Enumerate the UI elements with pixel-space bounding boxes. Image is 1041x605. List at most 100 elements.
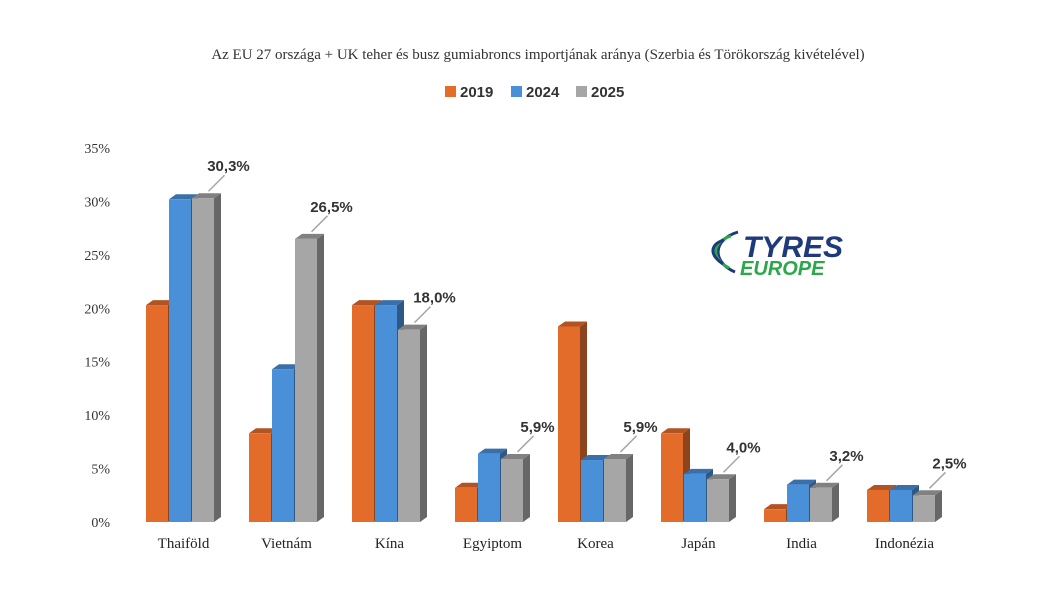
bar	[295, 233, 324, 523]
data-label: 30,3%	[207, 158, 250, 175]
legend: 2019 2024 2025	[445, 84, 624, 101]
logo-text-europe: EUROPE	[740, 258, 825, 280]
bar	[810, 482, 839, 522]
legend-label: 2024	[526, 84, 560, 101]
bar-top	[913, 490, 942, 496]
data-label-leader	[413, 306, 432, 324]
data-labels: 30,3% 26,5% 18,0% 5,9% 5,9% 4,0% 3,2% 2,5%	[207, 158, 967, 489]
bar-front	[558, 326, 580, 522]
bar-front	[913, 495, 935, 522]
bar-front	[661, 433, 683, 522]
bar-front	[604, 458, 626, 522]
bar-front	[764, 509, 786, 522]
bar	[604, 453, 633, 522]
bar	[398, 324, 427, 522]
bar	[501, 453, 530, 522]
bar-front	[478, 453, 500, 522]
bar-top	[272, 364, 301, 370]
data-label-leader	[207, 174, 226, 192]
bar-side	[626, 453, 633, 522]
bar-side	[832, 482, 839, 522]
bar-side	[935, 490, 942, 522]
bar-top	[764, 504, 793, 510]
bar	[707, 474, 736, 522]
bar-front	[398, 329, 420, 522]
bar-top	[146, 300, 175, 306]
bar-side	[523, 453, 530, 522]
bar-top	[684, 468, 713, 474]
x-tick-label: Korea	[577, 536, 614, 552]
bar-top	[398, 324, 427, 330]
legend-swatch	[576, 86, 587, 97]
bar-top	[867, 484, 896, 490]
data-label: 4,0%	[726, 439, 760, 456]
data-label-leader	[310, 215, 329, 233]
bar-side	[214, 193, 221, 523]
y-tick-label: 0%	[91, 516, 110, 531]
data-label: 18,0%	[413, 290, 456, 307]
bar-front	[295, 238, 317, 523]
bar-top	[375, 300, 404, 306]
bar-front	[707, 479, 729, 522]
bar-top	[890, 484, 919, 490]
x-tick-label: Thaiföld	[158, 536, 210, 552]
bar-front	[810, 487, 832, 522]
data-label: 5,9%	[623, 419, 657, 436]
bar-top	[707, 474, 736, 480]
bar-front	[787, 484, 809, 522]
legend-label: 2019	[460, 84, 493, 101]
chart-title: Az EU 27 országa + UK teher és busz gumi…	[211, 47, 864, 63]
bar	[192, 193, 221, 523]
bars	[146, 193, 942, 523]
bar-front	[455, 487, 477, 522]
data-label: 26,5%	[310, 199, 353, 216]
x-tick-label: Kína	[375, 536, 405, 552]
x-tick-label: Japán	[681, 536, 716, 552]
data-label: 5,9%	[520, 419, 554, 436]
bar-top	[787, 479, 816, 485]
bar-top	[192, 193, 221, 199]
bar-front	[192, 198, 214, 523]
data-label-leader	[619, 435, 638, 453]
legend-swatch	[445, 86, 456, 97]
bar-top	[249, 428, 278, 434]
legend-label: 2025	[591, 84, 624, 101]
x-axis: Thaiföld Vietnám Kína Egyiptom Korea Japán Ind…	[158, 536, 935, 552]
data-label-leader	[825, 464, 844, 482]
y-tick-label: 35%	[84, 142, 110, 157]
bar-top	[352, 300, 381, 306]
bar-top	[295, 233, 324, 239]
bar-side	[420, 324, 427, 522]
bar-front	[146, 305, 168, 522]
bar-top	[558, 321, 587, 327]
y-tick-label: 5%	[91, 463, 110, 478]
y-axis: 0% 5% 10% 15% 20% 25% 30% 35%	[84, 142, 110, 531]
bar-front	[581, 460, 603, 522]
data-label: 2,5%	[932, 455, 966, 472]
bar-top	[455, 482, 484, 488]
bar-top	[478, 448, 507, 454]
bar-front	[890, 489, 912, 522]
bar-side	[317, 233, 324, 523]
bar-side	[729, 474, 736, 522]
data-label: 3,2%	[829, 448, 863, 465]
bar-top	[604, 453, 633, 459]
bar-front	[501, 458, 523, 522]
bar	[913, 490, 942, 522]
logo-swoosh-icon	[711, 230, 739, 274]
bar-top	[581, 455, 610, 461]
logo-text-tyres: TYRES	[743, 231, 843, 264]
bar-top	[169, 194, 198, 200]
data-label-leader	[516, 435, 535, 453]
bar-front	[169, 199, 191, 522]
bar-front	[867, 489, 889, 522]
bar-top	[501, 453, 530, 459]
y-tick-label: 10%	[84, 409, 110, 424]
y-tick-label: 25%	[84, 249, 110, 264]
bar-front	[684, 473, 706, 522]
tyres-europe-logo: TYRES EUROPE	[711, 230, 843, 280]
x-tick-label: Egyiptom	[463, 536, 522, 552]
x-tick-label: Vietnám	[261, 536, 312, 552]
